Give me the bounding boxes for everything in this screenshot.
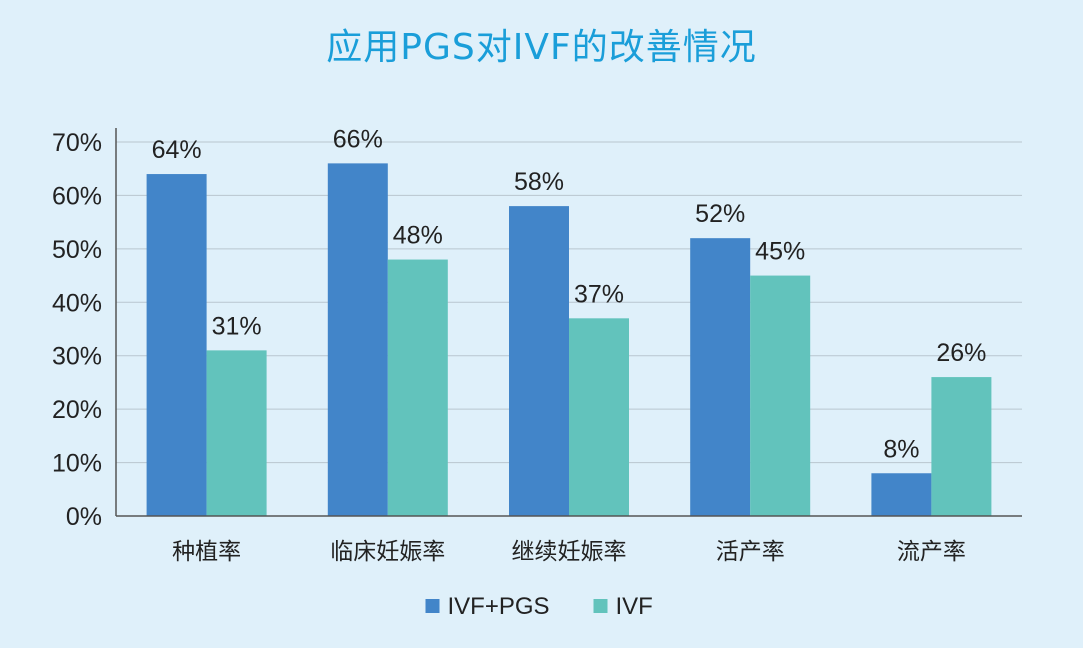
legend-swatch: [593, 599, 608, 613]
y-tick-label: 70%: [52, 129, 102, 157]
bar: [387, 259, 448, 516]
data-label: 58%: [514, 168, 564, 196]
bar: [206, 350, 267, 516]
x-category-label: 临床妊娠率: [330, 539, 445, 565]
data-label: 52%: [695, 200, 745, 228]
x-category-label: 种植率: [172, 539, 241, 565]
y-tick-label: 30%: [52, 343, 102, 371]
bar-layer: [146, 163, 992, 517]
y-tick-label: 40%: [52, 289, 102, 317]
y-tick-label: 60%: [52, 182, 102, 210]
data-label: 31%: [212, 312, 262, 340]
bar: [750, 275, 811, 516]
y-tick-label: 10%: [52, 450, 102, 478]
legend-label: IVF+PGS: [448, 593, 550, 620]
label-layer: 64% 31% 种植率 66% 48% 临床妊娠率 58% 37% 继续妊娠率 52% 45% 活产率…: [152, 125, 987, 565]
data-label: 26%: [936, 339, 986, 367]
axis-layer: 0% 10% 20% 30% 40% 50% 60% 70%: [52, 128, 1022, 531]
bar: [871, 473, 932, 516]
legend: IVF+PGS IVF: [425, 593, 653, 620]
x-category-label: 活产率: [716, 539, 785, 565]
data-label: 8%: [883, 435, 919, 463]
data-label: 37%: [574, 280, 624, 308]
bar: [569, 318, 629, 516]
bar: [690, 238, 751, 516]
y-tick-label: 20%: [52, 396, 102, 424]
data-label: 48%: [393, 222, 443, 250]
x-category-label: 继续妊娠率: [512, 539, 627, 565]
x-category-label: 流产率: [897, 539, 966, 565]
bar: [509, 206, 569, 516]
y-tick-label: 50%: [52, 236, 102, 264]
data-label: 64%: [152, 136, 202, 164]
bar: [327, 163, 388, 516]
y-tick-label: 0%: [66, 503, 102, 531]
data-label: 45%: [755, 238, 805, 266]
bar: [146, 174, 207, 517]
chart-title: 应用PGS对IVF的改善情况: [326, 27, 757, 68]
bar: [931, 377, 992, 516]
legend-label: IVF: [616, 593, 653, 620]
legend-swatch: [425, 599, 440, 613]
data-label: 66%: [333, 125, 383, 153]
